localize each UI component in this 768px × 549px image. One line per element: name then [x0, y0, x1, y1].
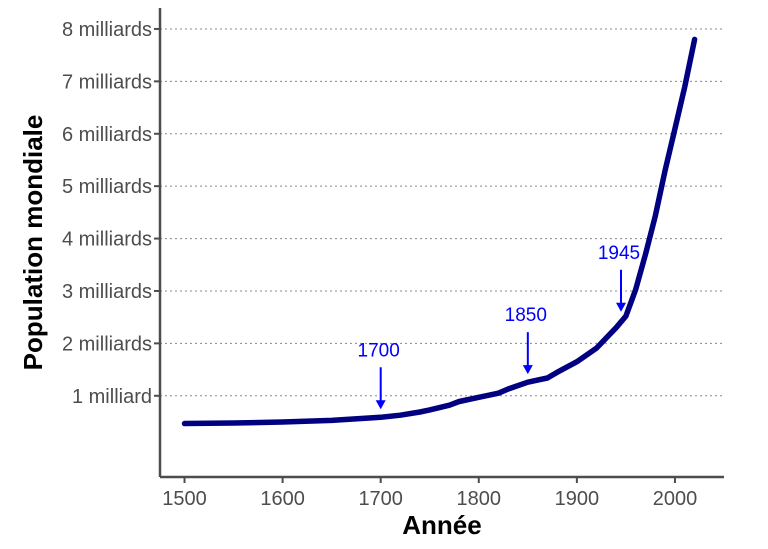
- series: [181, 36, 698, 427]
- y-tick-label: 6 milliards: [62, 124, 152, 146]
- x-axis-title: Année: [402, 510, 481, 540]
- annotation-label: 1850: [505, 305, 547, 326]
- x-tick-label: 1600: [260, 488, 305, 510]
- y-tick-label: 2 milliards: [62, 333, 152, 355]
- annotations: 1700 1850 1945: [358, 243, 640, 410]
- gridlines: [160, 28, 724, 397]
- x-ticks: 1500 1600 1700 1800 1900 2000: [162, 477, 697, 510]
- y-tick-label: 7 milliards: [62, 71, 152, 93]
- annotation-label: 1700: [358, 340, 400, 361]
- x-tick-label: 2000: [653, 488, 698, 510]
- x-tick-label: 1900: [555, 488, 600, 510]
- y-tick-label: 5 milliards: [62, 176, 152, 198]
- x-tick-label: 1500: [162, 488, 207, 510]
- x-tick-label: 1700: [358, 488, 403, 510]
- axes: [158, 8, 724, 479]
- annotation-label: 1945: [598, 243, 640, 264]
- annotation-arrowhead: [375, 400, 386, 410]
- x-tick-label: 1800: [457, 488, 502, 510]
- y-axis-title: Population mondiale: [18, 115, 48, 371]
- y-tick-label: 3 milliards: [62, 281, 152, 303]
- y-tick-label: 4 milliards: [62, 229, 152, 251]
- annotation-arrowhead: [616, 302, 627, 312]
- y-tick-label: 1 milliard: [72, 386, 152, 408]
- population-line: [181, 36, 698, 427]
- annotation-arrowhead: [522, 365, 533, 375]
- y-tick-label: 8 milliards: [62, 19, 152, 41]
- y-ticks: 1 milliard 2 milliards 3 milliards 4 millia…: [62, 19, 160, 408]
